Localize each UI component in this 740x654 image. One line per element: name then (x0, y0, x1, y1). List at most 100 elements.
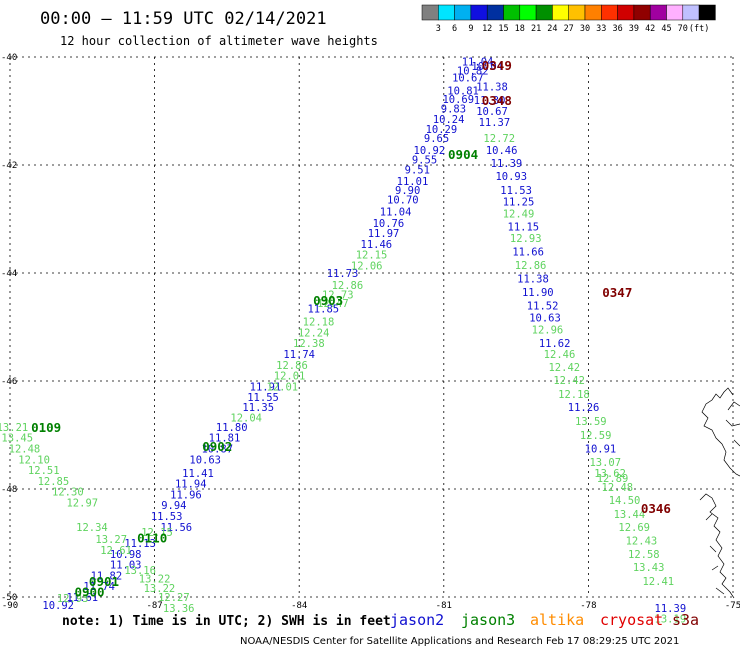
data-point-label: 12.59 (580, 430, 612, 442)
data-point-label: 11.01 (397, 176, 429, 188)
data-point-label: 11.35 (242, 402, 274, 414)
legend-swatch (617, 4, 635, 21)
legend-label: 24 (547, 24, 557, 34)
time-label: 0903 (313, 293, 343, 308)
data-point-label: 13.27 (95, 534, 127, 546)
legend-swatch (584, 4, 602, 21)
data-point-label: 11.37 (479, 117, 511, 129)
data-point-label: 10.87 (201, 444, 233, 456)
legend-label: 18 (515, 24, 525, 34)
color-scale-legend: 3 6 9 12 15 18 21 24 27 30 33 36 39 42 45 70 (ft) (421, 4, 716, 34)
legend-swatch (682, 4, 700, 21)
data-point-label: 12.69 (618, 522, 650, 534)
satellite-name: s3a (672, 611, 699, 629)
data-point-label: 11.61 (66, 592, 98, 604)
data-point-label: 10.24 (433, 114, 465, 126)
data-point-label: 11.03 (110, 560, 142, 572)
data-point-label: 11.53 (151, 511, 183, 523)
data-point-label: 10.63 (189, 454, 221, 466)
data-point-label: 12.01 (274, 371, 306, 383)
data-point-label: 11.74 (283, 349, 315, 361)
satellite-name: jason2 (390, 611, 444, 629)
x-tick-label: -78 (580, 601, 596, 611)
data-point-label: 11.38 (517, 273, 549, 285)
data-point-label: 12.43 (626, 535, 658, 547)
data-point-label: 11.39 (655, 603, 687, 615)
data-point-label: 10.98 (110, 549, 142, 561)
data-point-label: 10.93 (495, 171, 527, 183)
time-label: 0902 (202, 439, 232, 454)
legend-label: 9 (468, 24, 473, 34)
legend-swatch (649, 4, 667, 21)
data-point-label: 11.73 (327, 268, 359, 280)
data-point-label: 11.74 (83, 581, 115, 593)
data-point-label: 12.89 (597, 473, 629, 485)
data-point-label: 12.97 (66, 498, 98, 510)
data-point-label: 11.85 (307, 304, 339, 316)
time-label: 0348 (482, 93, 512, 108)
chart-subtitle: 12 hour collection of altimeter wave hei… (60, 34, 378, 48)
data-point-label: 12.86 (515, 260, 547, 272)
y-tick-label: -40 (1, 53, 17, 63)
coastline-outline (699, 387, 740, 599)
data-point-label: 12.42 (553, 375, 585, 387)
data-point-label: 12.30 (52, 487, 84, 499)
data-point-label: 10.63 (529, 312, 561, 324)
data-point-label: 11.80 (216, 422, 248, 434)
data-point-label: 11.90 (522, 287, 554, 299)
legend-swatch (568, 4, 586, 21)
x-tick-label: -84 (291, 601, 307, 611)
data-point-label: 12.93 (510, 233, 542, 245)
data-point-label: 9.55 (412, 155, 437, 167)
satellite-name: jason3 (461, 611, 515, 629)
data-point-label: 11.30 (474, 95, 506, 107)
data-point-label: 10.91 (585, 444, 617, 456)
legend-swatch (486, 4, 504, 21)
data-point-label: 12.24 (298, 327, 330, 339)
data-point-label: 12.48 (9, 444, 41, 456)
data-point-label: 10.70 (387, 195, 419, 207)
x-tick-label: -90 (2, 601, 18, 611)
y-tick-label: -42 (1, 161, 17, 171)
legend-label: 33 (596, 24, 606, 34)
legend-swatch (503, 4, 521, 21)
legend-swatch (666, 4, 684, 21)
data-point-label: 12.96 (532, 325, 564, 337)
data-point-label: 11.13 (124, 538, 156, 550)
legend-label: 6 (452, 24, 457, 34)
legend-label: 3 (436, 24, 441, 34)
x-tick-label: -75 (725, 601, 740, 611)
satellite-name: cryosat (600, 611, 663, 629)
data-point-label: 12.27 (158, 592, 190, 604)
legend-swatch (601, 4, 618, 21)
data-point-label: 12.41 (642, 576, 674, 588)
data-point-label: 10.67 (476, 106, 508, 118)
legend-swatch (454, 4, 472, 21)
data-point-label: 11.62 (539, 338, 571, 350)
data-point-label: 9.94 (161, 500, 186, 512)
data-point-label: 10.69 (442, 94, 474, 106)
data-point-label: 11.94 (175, 479, 207, 491)
data-point-label: 12.04 (230, 413, 262, 425)
legend-swatch (552, 4, 569, 21)
legend-label: 30 (580, 24, 590, 34)
data-point-label: 11.41 (182, 468, 214, 480)
time-label: 0904 (448, 147, 478, 162)
legend-label: 39 (629, 24, 639, 34)
y-tick-label: -44 (1, 269, 17, 279)
chart-title: 00:00 – 11:59 UTC 02/14/2021 (40, 9, 327, 29)
data-point-label: 13.59 (575, 416, 607, 428)
data-point-label: 12.01 (267, 381, 299, 393)
x-tick-label: -87 (146, 601, 162, 611)
data-point-label: 11.82 (91, 570, 123, 582)
data-point-label: 10.04 (471, 61, 503, 73)
data-point-label: 11.46 (361, 239, 393, 251)
data-point-label: 13.45 (1, 433, 33, 445)
legend-label: 36 (612, 24, 622, 34)
time-label: 0901 (89, 574, 119, 589)
data-point-label: 12.51 (28, 465, 60, 477)
data-point-label: 9.51 (405, 164, 430, 176)
